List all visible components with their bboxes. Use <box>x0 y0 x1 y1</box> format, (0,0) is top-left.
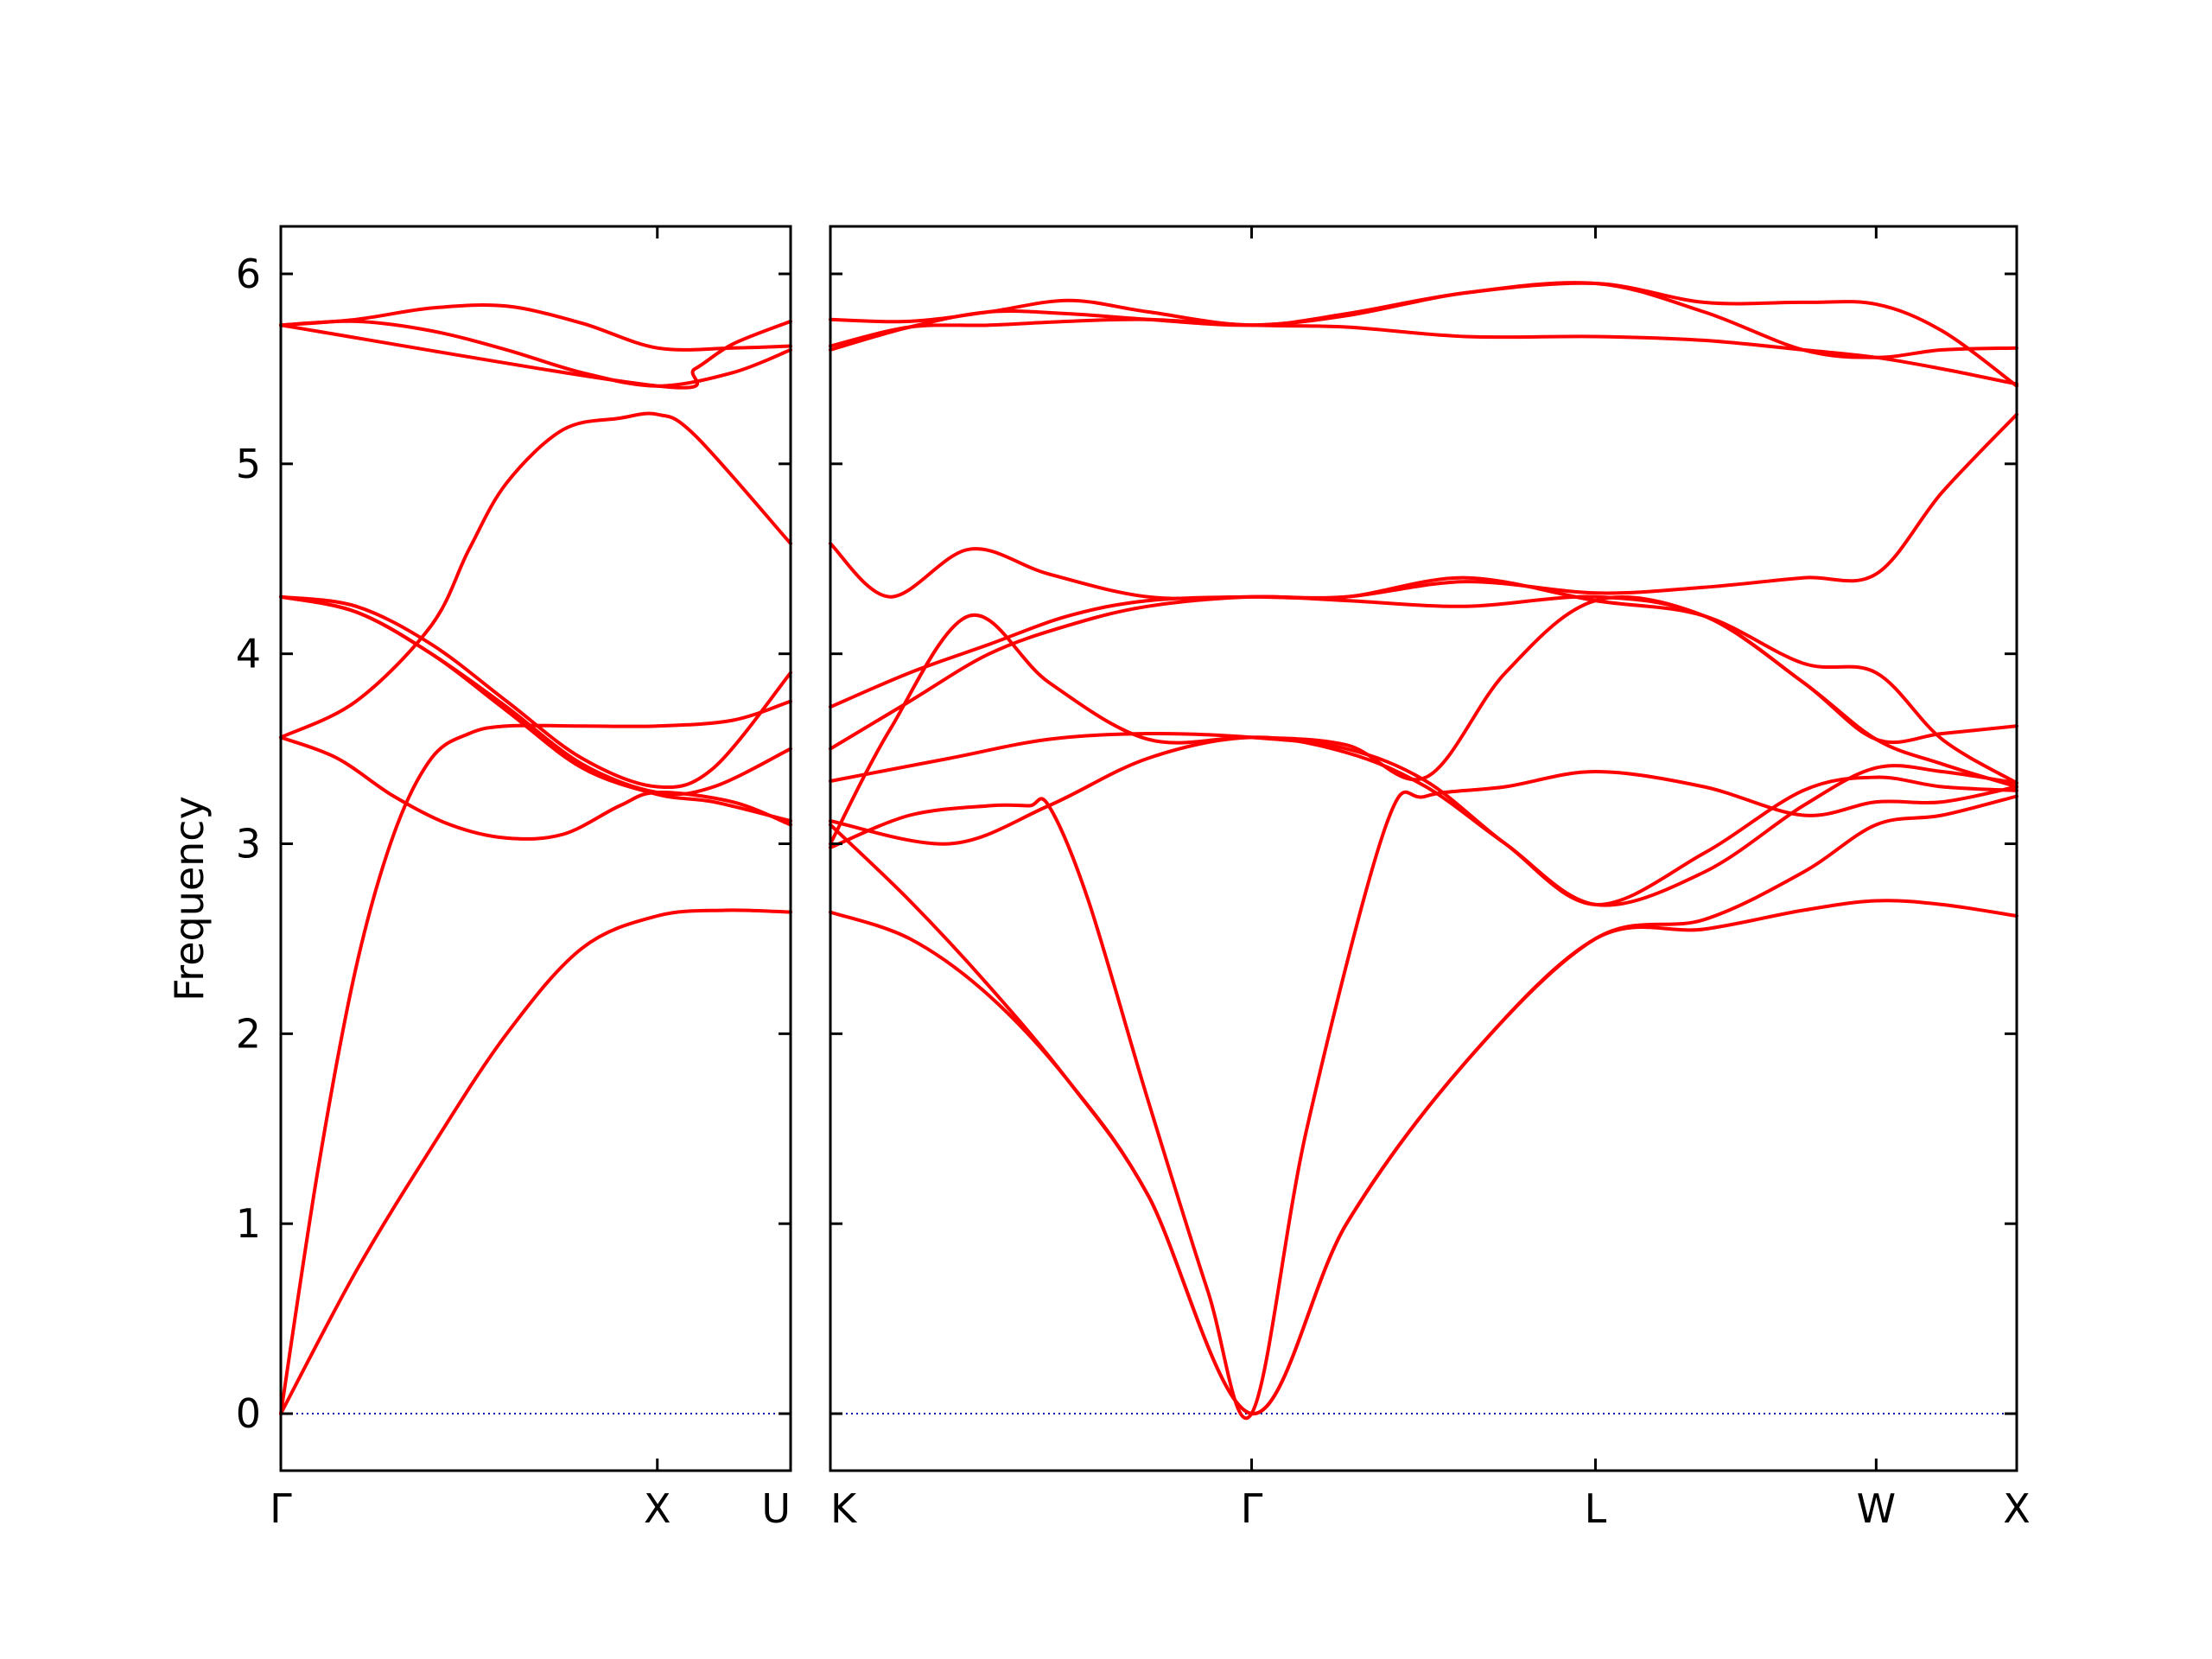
x-tick-label: K <box>830 1485 858 1532</box>
y-tick-label: 5 <box>236 441 261 487</box>
band-line-12 <box>829 281 2018 388</box>
y-tick-label: 2 <box>236 1010 261 1057</box>
band-line-5 <box>279 594 792 790</box>
x-tick-label: Γ <box>270 1485 292 1532</box>
y-axis: 0 1 2 3 4 5 6 <box>236 251 261 1437</box>
band-line-3 <box>829 770 2018 1421</box>
band-line-2 <box>279 699 792 1415</box>
band-line-11 <box>829 281 2018 359</box>
y-tick-label: 3 <box>236 821 261 868</box>
band-line-5 <box>829 731 2018 906</box>
band-line-9 <box>829 542 2018 785</box>
y-axis-title: Frequency <box>166 796 213 1001</box>
plot-frame <box>829 225 2018 1472</box>
x-tick-label: X <box>644 1485 671 1532</box>
x-tick-label: U <box>761 1485 791 1532</box>
band-line-9 <box>279 303 792 352</box>
y-tick-label: 0 <box>236 1390 261 1437</box>
band-line-8 <box>829 412 2018 709</box>
plot-frame <box>279 225 792 1472</box>
band-line-7 <box>279 594 792 823</box>
band-line-1 <box>829 899 2018 1416</box>
y-tick-label: 6 <box>236 251 261 297</box>
band-line-10 <box>279 319 792 390</box>
y-tick-label: 1 <box>236 1200 261 1247</box>
band-line-2 <box>829 794 2018 1416</box>
band-line-8 <box>279 319 792 388</box>
band-line-7 <box>829 594 2018 751</box>
band-line-6 <box>279 594 792 797</box>
x-tick-label: W <box>1857 1485 1896 1532</box>
x-tick-label: Γ <box>1241 1485 1263 1532</box>
band-line-3 <box>279 735 792 841</box>
band-line-1 <box>279 908 792 1415</box>
x-tick-label: L <box>1585 1485 1607 1532</box>
x-tick-label: X <box>2003 1485 2031 1532</box>
band-line-4 <box>279 411 792 740</box>
y-tick-label: 4 <box>236 631 261 677</box>
band-line-4 <box>829 735 2018 907</box>
band-line-10 <box>829 317 2018 386</box>
